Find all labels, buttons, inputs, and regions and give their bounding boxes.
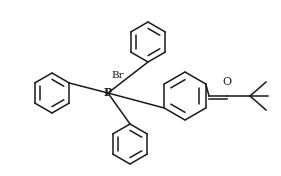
Text: O: O bbox=[223, 77, 232, 87]
Text: Br: Br bbox=[112, 71, 124, 80]
Text: P: P bbox=[104, 87, 112, 99]
